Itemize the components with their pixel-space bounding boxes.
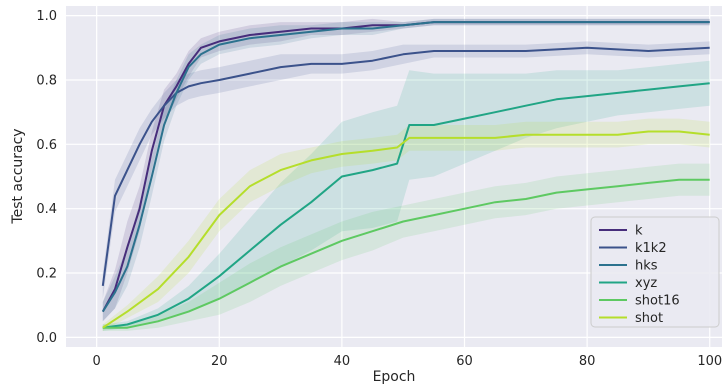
band-shot16: [102, 163, 710, 331]
legend-label: hks: [635, 259, 658, 274]
line-shot: [102, 130, 710, 329]
x-axis-label: Epoch: [373, 369, 416, 385]
x-tick-label: 100: [697, 354, 722, 369]
x-tick-label: 0: [93, 354, 101, 369]
x-axis-ticks: 0 20 40 60 80 100: [93, 354, 723, 369]
series-lines: [101, 21, 710, 329]
line-k1k2: [101, 46, 710, 287]
confidence-bands: [102, 18, 710, 331]
y-axis-ticks: 0.0 0.2 0.4 0.6 0.8 1.0: [36, 9, 57, 346]
legend-label: xyz: [635, 276, 657, 291]
y-tick-label: 0.8: [36, 73, 57, 88]
legend: k k1k2 hks xyz shot16 shot: [590, 216, 720, 328]
band-shot: [102, 118, 710, 331]
legend-label: k1k2: [635, 241, 667, 256]
y-tick-label: 0.6: [36, 138, 57, 153]
x-tick-label: 40: [334, 354, 351, 369]
x-tick-label: 60: [456, 354, 473, 369]
x-tick-label: 80: [579, 354, 596, 369]
y-tick-label: 1.0: [36, 9, 57, 24]
y-tick-label: 0.4: [36, 202, 57, 217]
y-tick-label: 0.2: [36, 267, 57, 282]
line-hks: [101, 21, 710, 313]
x-tick-label: 20: [211, 354, 228, 369]
y-axis-label: Test accuracy: [10, 128, 26, 224]
y-tick-label: 0.0: [36, 331, 57, 346]
legend-label: k: [635, 224, 643, 239]
legend-label: shot16: [635, 294, 680, 309]
legend-label: shot: [635, 311, 663, 326]
line-xyz: [102, 82, 710, 329]
line-shot16: [102, 178, 710, 329]
band-xyz: [102, 60, 710, 331]
